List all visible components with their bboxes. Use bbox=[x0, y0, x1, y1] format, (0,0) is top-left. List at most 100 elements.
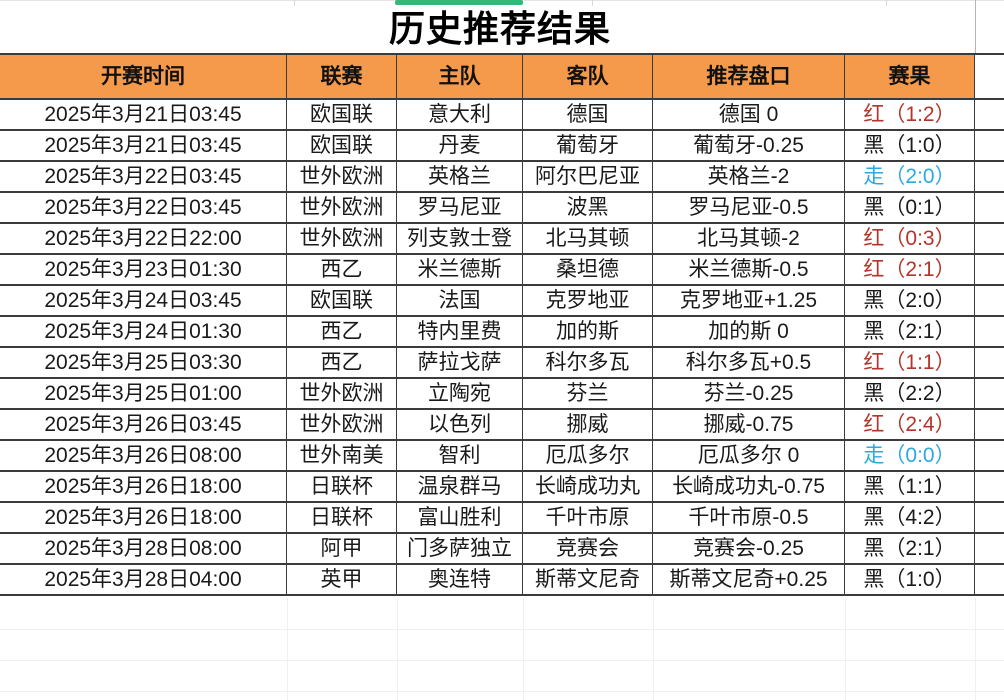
cell-start-time[interactable]: 2025年3月22日22:00 bbox=[0, 224, 287, 253]
cell-empty[interactable] bbox=[975, 100, 1004, 129]
cell-handicap[interactable]: 罗马尼亚-0.5 bbox=[653, 193, 845, 222]
header-start-time[interactable]: 开赛时间 bbox=[0, 55, 287, 98]
cell-start-time[interactable]: 2025年3月21日03:45 bbox=[0, 131, 287, 160]
cell-handicap[interactable]: 英格兰-2 bbox=[653, 162, 845, 191]
cell-home-team[interactable]: 奥连特 bbox=[397, 565, 523, 594]
cell-league[interactable]: 欧国联 bbox=[287, 100, 397, 129]
cell-start-time[interactable]: 2025年3月26日08:00 bbox=[0, 441, 287, 470]
cell-home-team[interactable]: 列支敦士登 bbox=[397, 224, 523, 253]
cell-home-team[interactable]: 富山胜利 bbox=[397, 503, 523, 532]
cell-empty[interactable] bbox=[975, 286, 1004, 315]
cell-result[interactable]: 红（2:1） bbox=[845, 255, 975, 284]
cell-handicap[interactable]: 科尔多瓦+0.5 bbox=[653, 348, 845, 377]
cell-league[interactable]: 日联杯 bbox=[287, 472, 397, 501]
cell-result[interactable]: 黑（4:2） bbox=[845, 503, 975, 532]
cell-start-time[interactable]: 2025年3月25日03:30 bbox=[0, 348, 287, 377]
cell-away-team[interactable]: 芬兰 bbox=[523, 379, 653, 408]
cell-away-team[interactable]: 挪威 bbox=[523, 410, 653, 439]
cell-handicap[interactable]: 北马其顿-2 bbox=[653, 224, 845, 253]
cell-handicap[interactable]: 葡萄牙-0.25 bbox=[653, 131, 845, 160]
cell-handicap[interactable]: 加的斯 0 bbox=[653, 317, 845, 346]
cell-away-team[interactable]: 波黑 bbox=[523, 193, 653, 222]
cell-away-team[interactable]: 北马其顿 bbox=[523, 224, 653, 253]
cell-away-team[interactable]: 加的斯 bbox=[523, 317, 653, 346]
cell-empty[interactable] bbox=[975, 472, 1004, 501]
cell-empty[interactable] bbox=[975, 162, 1004, 191]
cell-empty[interactable] bbox=[975, 193, 1004, 222]
header-empty-cell[interactable] bbox=[975, 55, 1004, 98]
cell-start-time[interactable]: 2025年3月24日01:30 bbox=[0, 317, 287, 346]
cell-empty[interactable] bbox=[975, 131, 1004, 160]
cell-away-team[interactable]: 德国 bbox=[523, 100, 653, 129]
cell-empty[interactable] bbox=[975, 410, 1004, 439]
cell-result[interactable]: 黑（2:1） bbox=[845, 534, 975, 563]
cell-empty[interactable] bbox=[975, 441, 1004, 470]
cell-start-time[interactable]: 2025年3月26日18:00 bbox=[0, 472, 287, 501]
cell-result[interactable]: 红（1:2） bbox=[845, 100, 975, 129]
cell-start-time[interactable]: 2025年3月26日03:45 bbox=[0, 410, 287, 439]
header-league[interactable]: 联赛 bbox=[287, 55, 397, 98]
cell-home-team[interactable]: 米兰德斯 bbox=[397, 255, 523, 284]
cell-handicap[interactable]: 长崎成功丸-0.75 bbox=[653, 472, 845, 501]
cell-empty[interactable] bbox=[975, 565, 1004, 594]
cell-league[interactable]: 欧国联 bbox=[287, 286, 397, 315]
cell-result[interactable]: 走（0:0） bbox=[845, 441, 975, 470]
cell-empty[interactable] bbox=[975, 503, 1004, 532]
cell-start-time[interactable]: 2025年3月25日01:00 bbox=[0, 379, 287, 408]
cell-league[interactable]: 欧国联 bbox=[287, 131, 397, 160]
cell-start-time[interactable]: 2025年3月21日03:45 bbox=[0, 100, 287, 129]
cell-handicap[interactable]: 克罗地亚+1.25 bbox=[653, 286, 845, 315]
cell-empty[interactable] bbox=[975, 348, 1004, 377]
cell-away-team[interactable]: 竞赛会 bbox=[523, 534, 653, 563]
cell-handicap[interactable]: 斯蒂文尼奇+0.25 bbox=[653, 565, 845, 594]
cell-home-team[interactable]: 英格兰 bbox=[397, 162, 523, 191]
cell-result[interactable]: 黑（1:0） bbox=[845, 565, 975, 594]
cell-empty[interactable] bbox=[975, 224, 1004, 253]
cell-result[interactable]: 黑（2:0） bbox=[845, 286, 975, 315]
cell-away-team[interactable]: 阿尔巴尼亚 bbox=[523, 162, 653, 191]
cell-result[interactable]: 红（2:4） bbox=[845, 410, 975, 439]
cell-home-team[interactable]: 特内里费 bbox=[397, 317, 523, 346]
cell-home-team[interactable]: 以色列 bbox=[397, 410, 523, 439]
cell-away-team[interactable]: 克罗地亚 bbox=[523, 286, 653, 315]
cell-result[interactable]: 走（2:0） bbox=[845, 162, 975, 191]
cell-start-time[interactable]: 2025年3月22日03:45 bbox=[0, 162, 287, 191]
cell-league[interactable]: 世外欧洲 bbox=[287, 162, 397, 191]
cell-empty[interactable] bbox=[975, 534, 1004, 563]
cell-empty[interactable] bbox=[975, 379, 1004, 408]
cell-league[interactable]: 世外欧洲 bbox=[287, 410, 397, 439]
cell-league[interactable]: 西乙 bbox=[287, 317, 397, 346]
cell-start-time[interactable]: 2025年3月28日04:00 bbox=[0, 565, 287, 594]
cell-home-team[interactable]: 萨拉戈萨 bbox=[397, 348, 523, 377]
cell-handicap[interactable]: 挪威-0.75 bbox=[653, 410, 845, 439]
cell-result[interactable]: 黑（2:2） bbox=[845, 379, 975, 408]
cell-home-team[interactable]: 智利 bbox=[397, 441, 523, 470]
cell-start-time[interactable]: 2025年3月26日18:00 bbox=[0, 503, 287, 532]
cell-handicap[interactable]: 米兰德斯-0.5 bbox=[653, 255, 845, 284]
header-away-team[interactable]: 客队 bbox=[523, 55, 653, 98]
header-recommended-handicap[interactable]: 推荐盘口 bbox=[653, 55, 845, 98]
cell-league[interactable]: 世外欧洲 bbox=[287, 224, 397, 253]
cell-home-team[interactable]: 丹麦 bbox=[397, 131, 523, 160]
cell-handicap[interactable]: 千叶市原-0.5 bbox=[653, 503, 845, 532]
cell-start-time[interactable]: 2025年3月23日01:30 bbox=[0, 255, 287, 284]
cell-result[interactable]: 红（1:1） bbox=[845, 348, 975, 377]
cell-home-team[interactable]: 法国 bbox=[397, 286, 523, 315]
cell-away-team[interactable]: 科尔多瓦 bbox=[523, 348, 653, 377]
cell-league[interactable]: 阿甲 bbox=[287, 534, 397, 563]
cell-result[interactable]: 黑（1:1） bbox=[845, 472, 975, 501]
cell-league[interactable]: 西乙 bbox=[287, 255, 397, 284]
cell-away-team[interactable]: 长崎成功丸 bbox=[523, 472, 653, 501]
cell-league[interactable]: 世外欧洲 bbox=[287, 379, 397, 408]
cell-league[interactable]: 世外欧洲 bbox=[287, 193, 397, 222]
cell-league[interactable]: 日联杯 bbox=[287, 503, 397, 532]
cell-result[interactable]: 红（0:3） bbox=[845, 224, 975, 253]
cell-away-team[interactable]: 葡萄牙 bbox=[523, 131, 653, 160]
cell-handicap[interactable]: 芬兰-0.25 bbox=[653, 379, 845, 408]
cell-handicap[interactable]: 德国 0 bbox=[653, 100, 845, 129]
cell-home-team[interactable]: 立陶宛 bbox=[397, 379, 523, 408]
cell-home-team[interactable]: 温泉群马 bbox=[397, 472, 523, 501]
cell-league[interactable]: 英甲 bbox=[287, 565, 397, 594]
cell-start-time[interactable]: 2025年3月28日08:00 bbox=[0, 534, 287, 563]
cell-handicap[interactable]: 厄瓜多尔 0 bbox=[653, 441, 845, 470]
